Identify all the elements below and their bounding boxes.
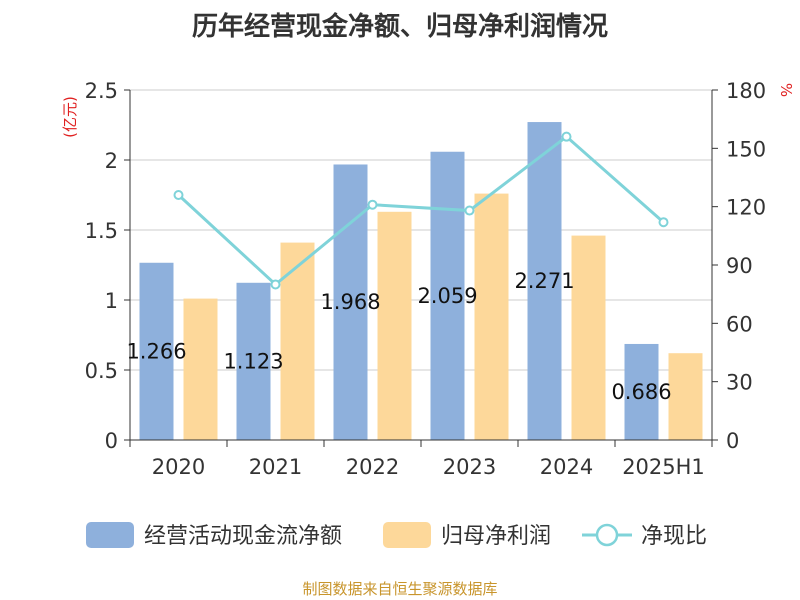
bar-operating-cashflow	[430, 151, 465, 441]
bar-net-profit	[474, 193, 509, 440]
bar-net-profit	[183, 298, 218, 440]
data-label: 0.686	[611, 380, 671, 404]
bar-operating-cashflow	[624, 343, 659, 440]
bar-net-profit	[280, 242, 315, 440]
y-right-tick-label: 0	[726, 429, 739, 453]
x-tick-label: 2022	[346, 455, 399, 479]
data-label: 1.266	[126, 339, 186, 363]
data-label: 1.123	[223, 349, 283, 373]
y-right-tick-label: 150	[726, 137, 766, 161]
bar-net-profit	[377, 211, 412, 440]
y-left-tick-label: 1	[105, 289, 118, 313]
legend-swatch-net-profit	[383, 522, 431, 548]
bar-net-profit	[571, 235, 606, 440]
x-tick-label: 2023	[443, 455, 496, 479]
line-point	[367, 199, 378, 210]
line-point	[270, 279, 281, 290]
legend-label-cash-ratio: 净现比	[641, 524, 707, 549]
line-point	[561, 131, 572, 142]
y-left-tick-label: 1.5	[85, 219, 118, 243]
bar-operating-cashflow	[527, 122, 562, 440]
data-label: 2.059	[417, 284, 477, 308]
y-left-tick-label: 0	[105, 429, 118, 453]
y-right-tick-label: 90	[726, 254, 753, 278]
y-left-tick-label: 2	[105, 149, 118, 173]
x-tick-label: 2024	[540, 455, 593, 479]
line-point	[173, 190, 184, 200]
bar-operating-cashflow	[236, 282, 271, 440]
legend-swatch-operating-cashflow	[86, 522, 134, 548]
data-label: 2.271	[514, 269, 574, 293]
legend-label-operating-cashflow: 经营活动现金流净额	[144, 524, 342, 549]
bar-operating-cashflow	[333, 164, 368, 441]
bar-net-profit	[668, 353, 703, 440]
y-right-tick-label: 30	[726, 371, 753, 395]
y-left-axis-label: (亿元)	[61, 96, 79, 138]
y-right-axis-label: %	[777, 83, 795, 97]
data-label: 1.968	[320, 290, 380, 314]
legend-marker-cash-ratio	[595, 523, 619, 547]
y-right-tick-label: 180	[726, 79, 766, 103]
chart-title: 历年经营现金净额、归母净利润情况	[191, 12, 608, 42]
x-tick-label: 2021	[249, 455, 302, 479]
x-tick-label: 2020	[152, 455, 205, 479]
y-right-tick-label: 60	[726, 312, 753, 336]
y-left-tick-label: 0.5	[85, 359, 118, 383]
x-tick-label: 2025H1	[622, 455, 705, 479]
source-note: 制图数据来自恒生聚源数据库	[302, 580, 498, 598]
legend-label-net-profit: 归母净利润	[441, 524, 551, 549]
y-left-tick-label: 2.5	[85, 79, 118, 103]
line-point	[658, 217, 669, 228]
line-point	[464, 205, 475, 216]
y-right-tick-label: 120	[726, 196, 766, 220]
bar-operating-cashflow	[139, 262, 174, 440]
line-cash-ratio	[177, 134, 665, 287]
